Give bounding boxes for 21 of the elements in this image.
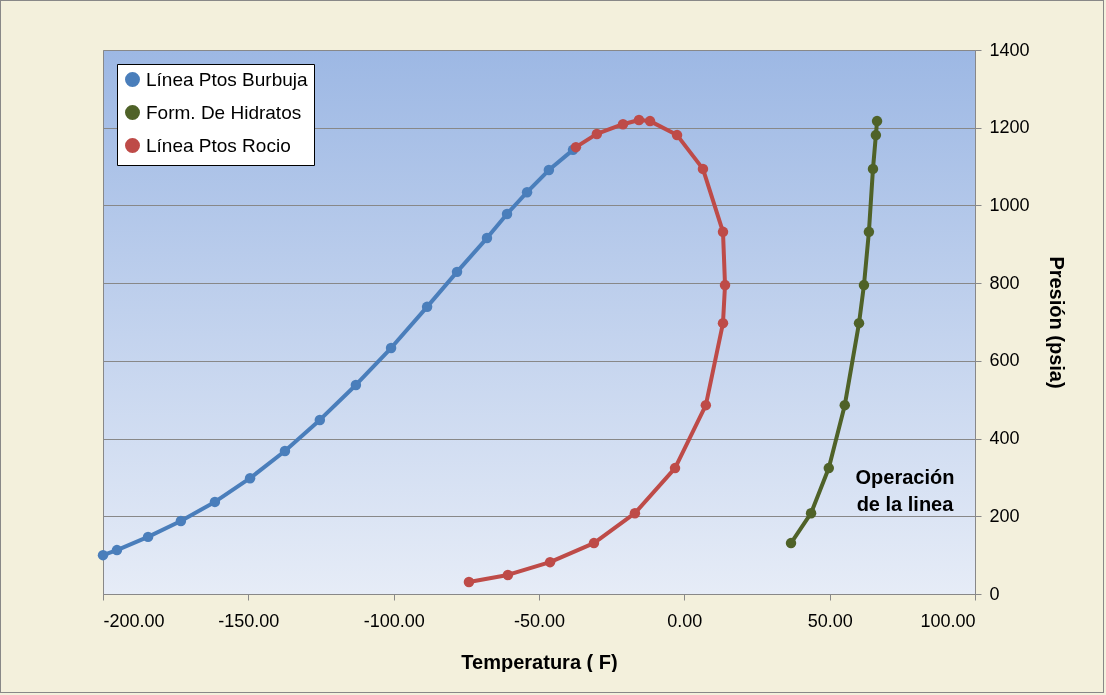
- y-tick-label: 800: [989, 272, 1020, 293]
- x-tick-label: -200.00: [103, 610, 165, 631]
- x-tick-label: -150.00: [218, 610, 280, 631]
- y-tick-label: 0: [989, 583, 1000, 604]
- legend-label: Línea Ptos Rocio: [146, 134, 291, 156]
- legend-label: Form. De Hidratos: [146, 101, 302, 123]
- y-tick-label: 1000: [989, 194, 1030, 215]
- x-tick-label: 50.00: [807, 610, 853, 631]
- y-tick-label: 1200: [989, 117, 1030, 138]
- x-axis-title: Temperatura ( F): [461, 650, 618, 673]
- x-tick-label: 0.00: [667, 610, 703, 631]
- y-axis-title: Presión (psia): [1045, 256, 1068, 389]
- y-tick-label: 200: [989, 505, 1020, 526]
- legend-label: Línea Ptos Burbuja: [146, 68, 309, 90]
- x-tick-label: 100.00: [920, 610, 976, 631]
- y-tick-label: 400: [989, 428, 1020, 449]
- annotation: Operación de la linea: [855, 466, 955, 515]
- x-tick-label: -50.00: [513, 610, 566, 631]
- y-tick-label: 1400: [989, 39, 1030, 60]
- y-tick-label: 600: [989, 350, 1020, 371]
- x-tick-label: -100.00: [363, 610, 425, 631]
